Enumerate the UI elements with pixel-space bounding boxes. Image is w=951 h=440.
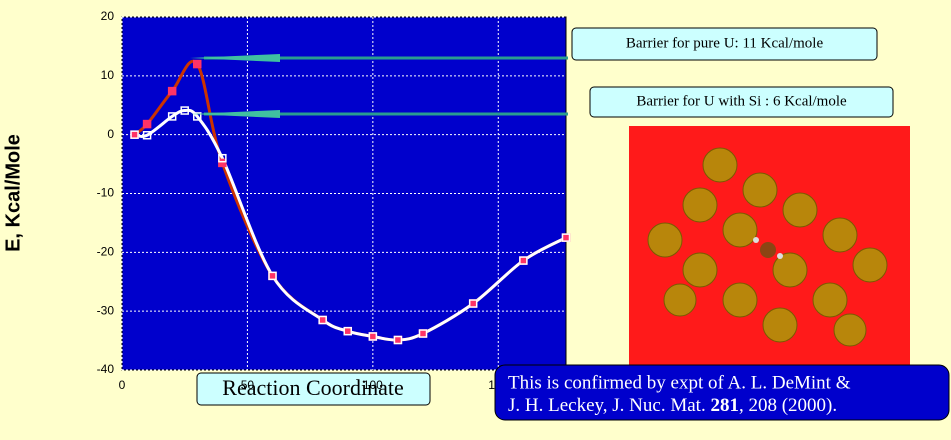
annotation-text: Barrier for U with Si : 6 Kcal/mole	[636, 93, 847, 109]
data-point	[319, 316, 326, 323]
data-point	[144, 121, 151, 128]
y-tick-label: 10	[101, 68, 115, 82]
data-point	[563, 234, 570, 241]
data-point	[420, 330, 427, 337]
data-point	[520, 257, 527, 264]
reference-volume: 281	[710, 395, 739, 416]
y-tick-label: 0	[107, 127, 114, 141]
data-point	[470, 300, 477, 307]
page: {"chart_data": { "type": "line", "y_labe…	[0, 0, 951, 440]
data-point	[194, 61, 201, 68]
reference-text: , 208 (2000).	[739, 395, 837, 416]
chart: E, Kcal/Mole Reaction Coordinate -40-30-…	[0, 0, 951, 440]
y-tick-label: 20	[101, 9, 115, 23]
reference-text: J. H. Leckey, J. Nuc. Mat.	[508, 395, 710, 416]
molecule-image	[629, 126, 910, 368]
x-tick-label: 100	[363, 378, 383, 392]
data-point	[369, 333, 376, 340]
data-point	[394, 336, 401, 343]
data-point	[219, 159, 226, 166]
plot-area	[122, 17, 570, 370]
data-point	[344, 328, 351, 335]
x-tick-label: 0	[119, 378, 126, 392]
reference-line: J. H. Leckey, J. Nuc. Mat. 281, 208 (200…	[508, 395, 837, 416]
y-tick-label: -20	[97, 245, 115, 259]
data-point	[169, 88, 176, 95]
y-tick-label: -10	[97, 186, 115, 200]
y-axis-label: E, Kcal/Mole	[2, 134, 24, 252]
y-tick-label: -30	[97, 303, 115, 317]
x-tick-label: 50	[241, 378, 255, 392]
data-point	[269, 272, 276, 279]
y-tick-label: -40	[97, 362, 115, 376]
data-point	[131, 131, 138, 138]
reference-line: This is confirmed by expt of A. L. DeMin…	[508, 372, 851, 393]
annotation-text: Barrier for pure U: 11 Kcal/mole	[626, 35, 824, 51]
